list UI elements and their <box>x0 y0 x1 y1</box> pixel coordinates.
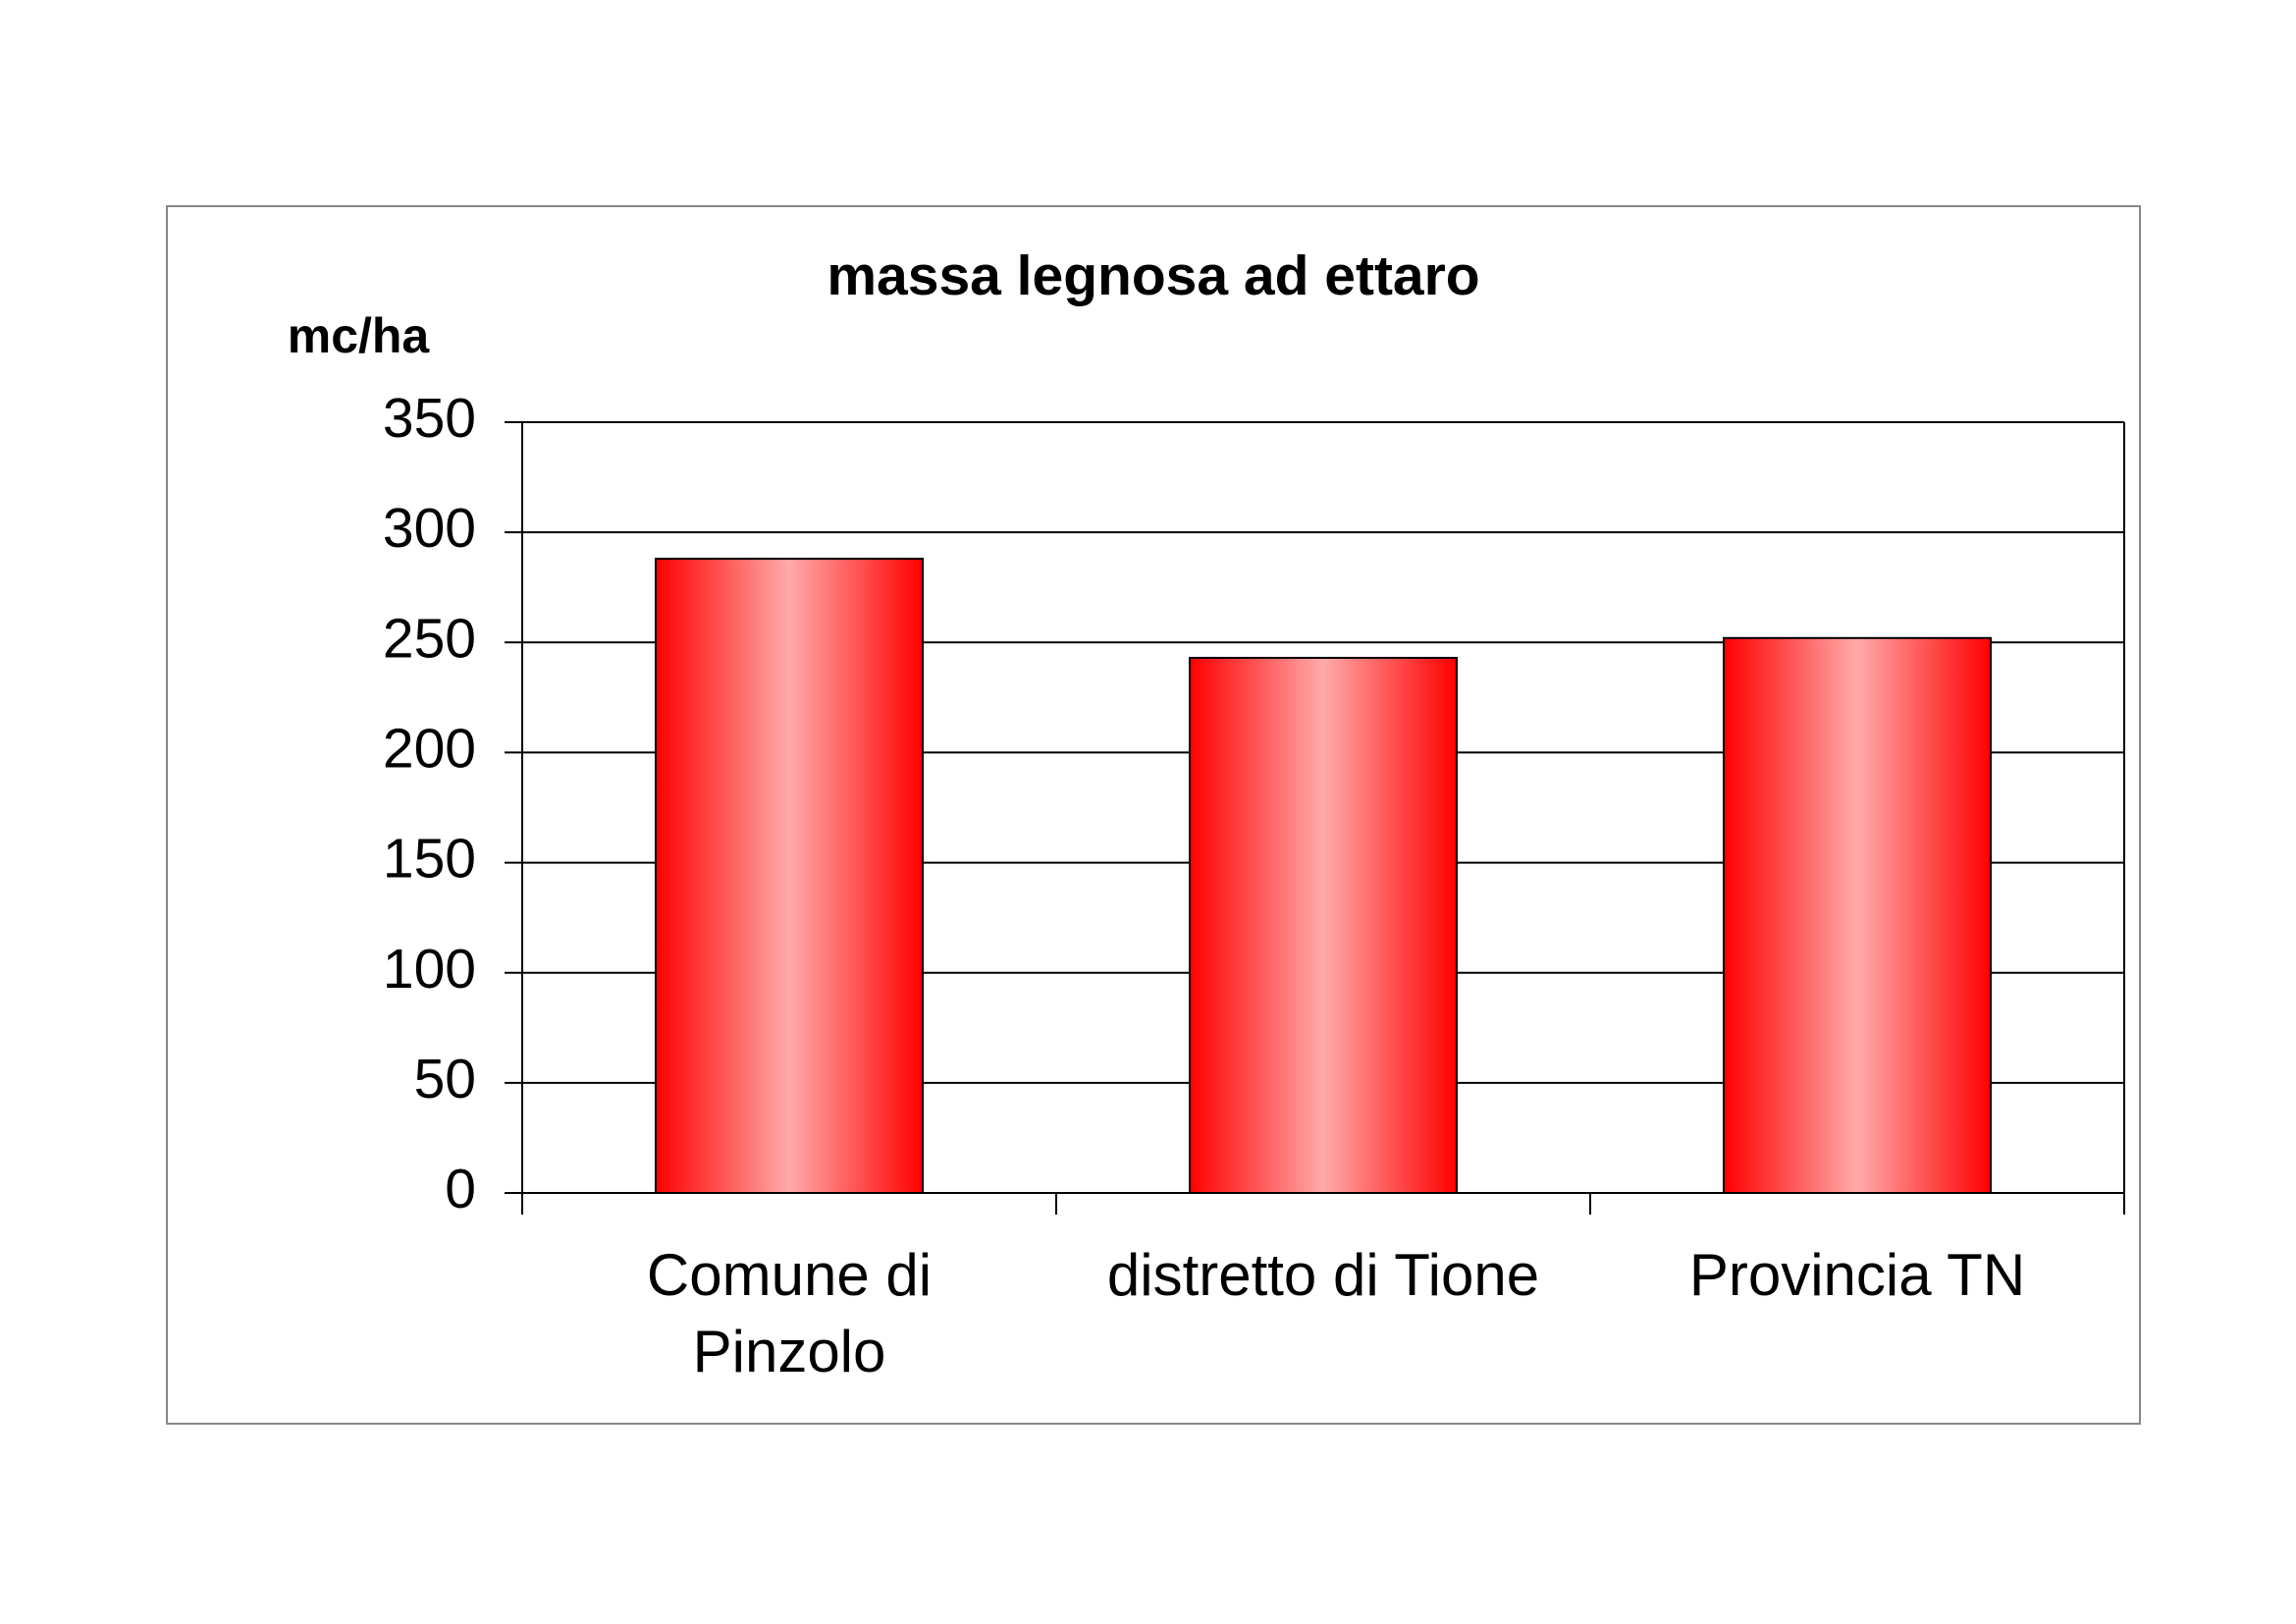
y-axis-label: mc/ha <box>288 308 431 363</box>
x-tick-label: distretto di Tione <box>1106 1242 1540 1308</box>
x-tick-label: Provincia TN <box>1688 1242 2026 1308</box>
y-tick-label: 200 <box>383 717 476 780</box>
bar <box>655 558 924 1194</box>
y-tick-label: 50 <box>414 1048 476 1110</box>
y-tick-label: 150 <box>383 828 476 891</box>
y-tick-label: 0 <box>445 1158 476 1220</box>
x-tick-label: Comune di Pinzolo <box>646 1242 933 1384</box>
bar <box>1189 656 1458 1194</box>
chart-title: massa legnosa ad ettaro <box>827 244 1479 307</box>
y-tick-label: 350 <box>383 387 476 450</box>
y-tick-label: 300 <box>383 497 476 560</box>
y-tick-label: 100 <box>383 938 476 1001</box>
y-tick-label: 250 <box>383 607 476 670</box>
bar <box>1723 636 1992 1194</box>
